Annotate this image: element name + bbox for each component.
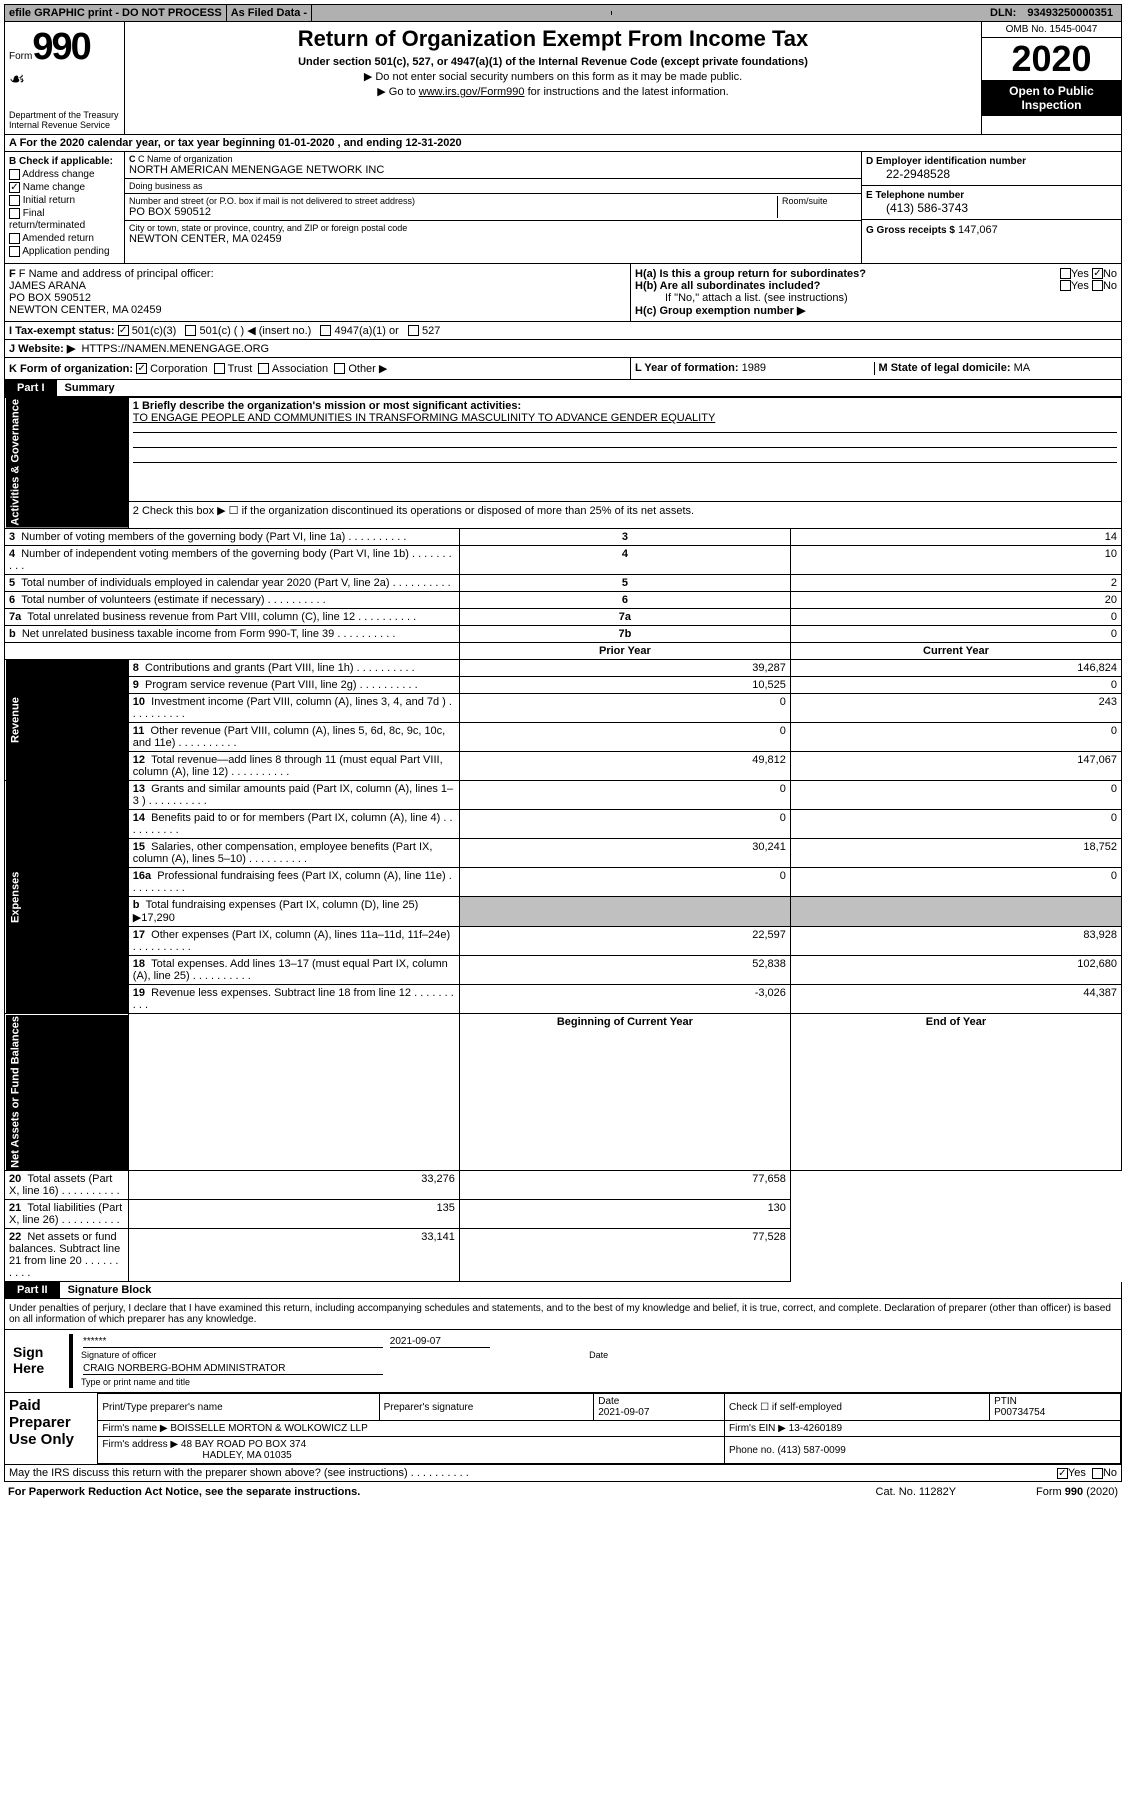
firm-phone: (413) 587-0099 bbox=[777, 1445, 845, 1456]
prep-date: 2021-09-07 bbox=[598, 1407, 649, 1418]
officer-name: JAMES ARANA bbox=[9, 280, 626, 292]
section-f: F F Name and address of principal office… bbox=[5, 264, 631, 321]
section-b-label: B Check if applicable: bbox=[9, 156, 120, 167]
top-bar: efile GRAPHIC print - DO NOT PROCESS As … bbox=[4, 4, 1122, 22]
website: HTTPS://NAMEN.MENENGAGE.ORG bbox=[81, 343, 269, 355]
hdr-prior: Prior Year bbox=[459, 643, 790, 660]
firm-name: BOISSELLE MORTON & WOLKOWICZ LLP bbox=[170, 1423, 367, 1434]
section-m: M State of legal domicile: MA bbox=[875, 362, 1118, 375]
open-inspection: Open to Public Inspection bbox=[982, 80, 1121, 116]
note2: ▶ Go to www.irs.gov/Form990 for instruct… bbox=[129, 85, 977, 98]
firm-ein: 13-4260189 bbox=[789, 1423, 842, 1434]
form-version: Form 990 (2020) bbox=[1036, 1486, 1118, 1498]
section-h: H(a) Is this a group return for subordin… bbox=[631, 264, 1121, 321]
telephone: (413) 586-3743 bbox=[866, 201, 1117, 215]
hdr-eoy: End of Year bbox=[790, 1014, 1121, 1171]
form-label: Form bbox=[9, 51, 32, 62]
efile-label: efile GRAPHIC print - DO NOT PROCESS bbox=[5, 5, 227, 21]
section-i: I Tax-exempt status: ✓ 501(c)(3) 501(c) … bbox=[4, 322, 1122, 340]
section-l: L Year of formation: 1989 bbox=[635, 362, 875, 375]
opt-final: Final return/terminated bbox=[9, 208, 120, 230]
street: PO BOX 590512 bbox=[129, 206, 777, 218]
line2: 2 Check this box ▶ ☐ if the organization… bbox=[128, 501, 1121, 529]
opt-amended: Amended return bbox=[9, 233, 120, 244]
paid-preparer: Paid Preparer Use Only Print/Type prepar… bbox=[4, 1393, 1122, 1465]
tax-year: 2020 bbox=[982, 38, 1121, 80]
dln: DLN: 93493250000351 bbox=[982, 5, 1121, 21]
form-number: 990 bbox=[32, 26, 89, 68]
sig-date: 2021-09-07 bbox=[390, 1336, 490, 1348]
ein: 22-2948528 bbox=[866, 167, 1117, 181]
firm-addr: 48 BAY ROAD PO BOX 374 bbox=[181, 1439, 306, 1450]
sig-name: CRAIG NORBERG-BOHM ADMINISTRATOR bbox=[83, 1363, 383, 1375]
section-g: G Gross receipts $ 147,067 bbox=[862, 220, 1121, 240]
form-title: Return of Organization Exempt From Incom… bbox=[129, 26, 977, 52]
section-k: K Form of organization: ✓ Corporation Tr… bbox=[5, 358, 631, 379]
omb-number: OMB No. 1545-0047 bbox=[982, 22, 1121, 38]
section-d: D Employer identification number 22-2948… bbox=[862, 152, 1121, 186]
summary-table: Activities & Governance 1 Briefly descri… bbox=[4, 397, 1122, 1282]
opt-pending: Application pending bbox=[9, 246, 120, 257]
section-e: E Telephone number (413) 586-3743 bbox=[862, 186, 1121, 220]
part-2-header: Part II Signature Block bbox=[4, 1282, 1122, 1299]
side-net: Net Assets or Fund Balances bbox=[5, 1014, 129, 1171]
opt-name: ✓ Name change bbox=[9, 182, 120, 193]
row-a: A For the 2020 calendar year, or tax yea… bbox=[4, 135, 1122, 152]
hdr-curr: Current Year bbox=[790, 643, 1121, 660]
mission: TO ENGAGE PEOPLE AND COMMUNITIES IN TRAN… bbox=[133, 412, 716, 424]
side-activities: Activities & Governance bbox=[5, 397, 129, 529]
org-name: NORTH AMERICAN MENENGAGE NETWORK INC bbox=[129, 164, 857, 176]
part-1-header: Part I Summary bbox=[4, 380, 1122, 397]
line1: 1 Briefly describe the organization's mi… bbox=[133, 400, 521, 412]
perjury-text: Under penalties of perjury, I declare th… bbox=[4, 1299, 1122, 1330]
cat-no: Cat. No. 11282Y bbox=[876, 1486, 957, 1498]
gross-receipts: 147,067 bbox=[958, 224, 998, 236]
opt-initial: Initial return bbox=[9, 195, 120, 206]
section-b: B Check if applicable: Address change ✓ … bbox=[5, 152, 125, 263]
subtitle: Under section 501(c), 527, or 4947(a)(1)… bbox=[129, 56, 977, 68]
section-c: C C Name of organization NORTH AMERICAN … bbox=[125, 152, 861, 263]
opt-address: Address change bbox=[9, 169, 120, 180]
section-j: J Website: ▶ HTTPS://NAMEN.MENENGAGE.ORG bbox=[4, 340, 1122, 358]
discuss-row: May the IRS discuss this return with the… bbox=[4, 1465, 1122, 1482]
page-footer: For Paperwork Reduction Act Notice, see … bbox=[4, 1482, 1122, 1502]
note1: ▶ Do not enter social security numbers o… bbox=[129, 70, 977, 83]
identity-block: B Check if applicable: Address change ✓ … bbox=[4, 152, 1122, 264]
sig-stars: ****** bbox=[83, 1336, 383, 1348]
filed-label: As Filed Data - bbox=[227, 5, 312, 21]
sign-here: Sign Here ****** 2021-09-07 Signature of… bbox=[4, 1330, 1122, 1393]
ptin: P00734754 bbox=[994, 1407, 1045, 1418]
dept-label: Department of the Treasury Internal Reve… bbox=[9, 110, 120, 130]
form-header: Form990 ☙ Department of the Treasury Int… bbox=[4, 22, 1122, 135]
hdr-boy: Beginning of Current Year bbox=[459, 1014, 790, 1171]
city: NEWTON CENTER, MA 02459 bbox=[129, 233, 857, 245]
